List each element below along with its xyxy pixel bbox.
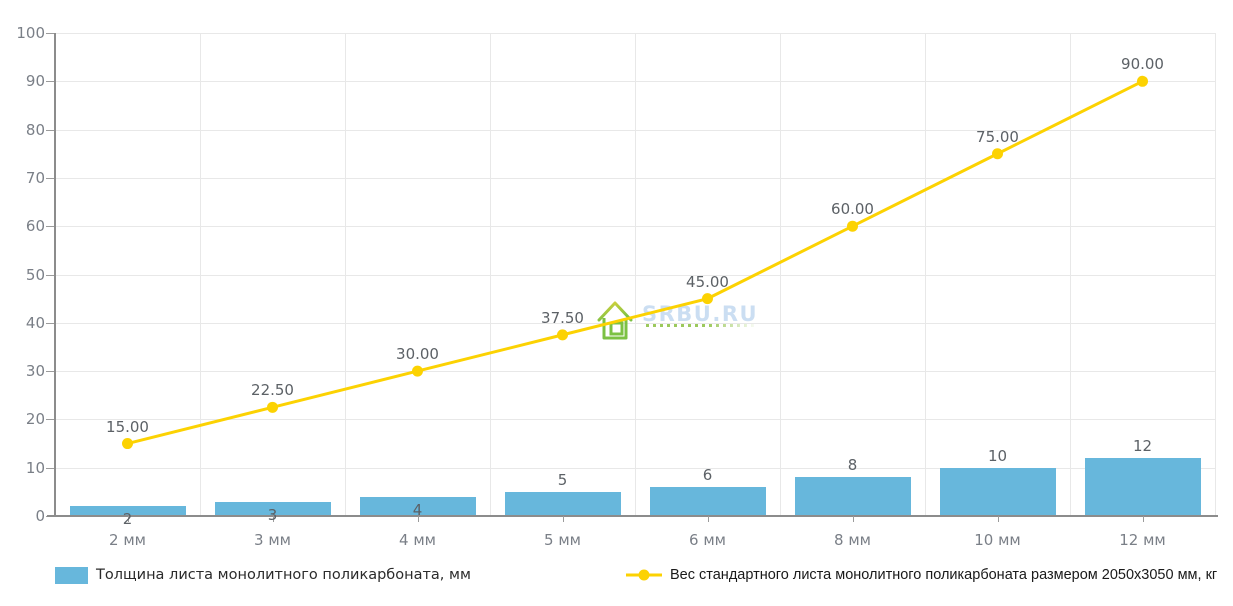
- bar-series-swatch-icon: [55, 566, 88, 584]
- x-axis-tick: [272, 516, 274, 522]
- legend-item-weight[interactable]: Вес стандартного листа монолитного полик…: [626, 565, 1217, 585]
- bar-value-label: 8: [847, 456, 858, 475]
- x-axis-label: 3 мм: [254, 531, 291, 549]
- legend-label-thickness: Толщина листа монолитного поликарбоната,…: [96, 567, 471, 583]
- line-value-label: 75.00: [976, 127, 1019, 146]
- bar-value-label: 5: [557, 470, 568, 489]
- x-axis-tick: [1142, 516, 1144, 522]
- line-point[interactable]: [702, 293, 713, 305]
- vertical-gridline: [1070, 33, 1071, 516]
- legend-label-weight: Вес стандартного листа монолитного полик…: [670, 567, 1218, 583]
- watermark-dotted-line: [646, 324, 758, 327]
- x-axis-label: 8 мм: [834, 531, 871, 549]
- x-axis-tick: [707, 516, 709, 522]
- y-axis-tick: [46, 419, 54, 421]
- bar-value-label: 12: [1132, 437, 1153, 456]
- x-axis-tick: [997, 516, 999, 522]
- x-axis-label: 12 мм: [1119, 531, 1166, 549]
- bar-value-label: 6: [702, 466, 713, 485]
- vertical-gridline: [345, 33, 346, 516]
- vertical-gridline: [780, 33, 781, 516]
- bar[interactable]: [1084, 458, 1201, 516]
- bar-value-label: 10: [987, 446, 1008, 465]
- bar[interactable]: [794, 477, 911, 516]
- bar[interactable]: [939, 467, 1056, 516]
- line-value-label: 30.00: [396, 345, 439, 364]
- vertical-gridline: [1215, 33, 1216, 516]
- legend-item-thickness[interactable]: Толщина листа монолитного поликарбоната,…: [55, 565, 471, 585]
- y-axis-label: 40: [25, 313, 45, 332]
- y-axis-line: [54, 33, 56, 516]
- line-point[interactable]: [1137, 75, 1148, 87]
- y-axis-tick: [46, 129, 54, 131]
- bar-value-label: 3: [267, 505, 278, 524]
- line-value-label: 22.50: [251, 381, 294, 400]
- line-value-label: 37.50: [541, 308, 584, 327]
- y-axis-label: 90: [25, 72, 45, 91]
- y-axis-tick: [46, 274, 54, 276]
- y-axis-tick: [46, 322, 54, 324]
- y-axis-label: 0: [35, 507, 45, 525]
- y-axis-label: 20: [25, 410, 45, 429]
- y-axis-label: 10: [25, 458, 45, 477]
- line-path: [127, 79, 1144, 446]
- bar-value-label: 4: [412, 500, 423, 519]
- bar-value-label: 2: [122, 510, 133, 529]
- line-point[interactable]: [267, 401, 278, 413]
- x-axis-label: 5 мм: [544, 531, 581, 549]
- bar[interactable]: [649, 487, 766, 516]
- line-value-label: 45.00: [686, 272, 729, 291]
- x-axis-label: 4 мм: [399, 531, 436, 549]
- line-point[interactable]: [122, 438, 133, 450]
- watermark-text: SRBU.RU: [642, 302, 759, 326]
- bar[interactable]: [504, 491, 621, 516]
- vertical-gridline: [635, 33, 636, 516]
- vertical-gridline: [200, 33, 201, 516]
- y-axis-tick: [46, 226, 54, 228]
- x-axis-label: 6 мм: [689, 531, 726, 549]
- line-value-label: 15.00: [106, 417, 149, 436]
- x-axis-tick: [417, 516, 419, 522]
- y-axis-label: 70: [25, 168, 45, 187]
- line-point[interactable]: [992, 148, 1003, 160]
- bar[interactable]: [214, 501, 331, 516]
- x-axis-tick: [562, 516, 564, 522]
- y-axis-label: 60: [25, 217, 45, 236]
- y-axis-tick: [46, 81, 54, 83]
- line-point[interactable]: [557, 329, 568, 341]
- line-point[interactable]: [412, 365, 423, 377]
- x-axis-label: 10 мм: [974, 531, 1021, 549]
- x-axis-tick: [852, 516, 854, 522]
- line-value-label: 60.00: [831, 200, 874, 219]
- y-axis-tick: [46, 33, 54, 34]
- line-series-marker-icon: [626, 569, 662, 581]
- x-axis-line: [47, 515, 1218, 517]
- vertical-gridline: [925, 33, 926, 516]
- y-axis-label: 30: [25, 362, 45, 381]
- house-icon: [597, 301, 633, 340]
- y-axis-tick: [46, 467, 54, 469]
- vertical-gridline: [490, 33, 491, 516]
- y-axis-tick: [46, 371, 54, 373]
- line-value-label: 90.00: [1121, 55, 1164, 74]
- y-axis-label: 50: [25, 265, 45, 284]
- line-point[interactable]: [847, 220, 858, 232]
- y-axis-tick: [46, 177, 54, 179]
- line-series: [122, 75, 1148, 450]
- y-axis-label: 80: [25, 120, 45, 139]
- x-axis-label: 2 мм: [109, 531, 146, 549]
- bar[interactable]: [359, 496, 476, 516]
- y-axis-label: 100: [16, 24, 45, 42]
- bar[interactable]: [69, 506, 186, 516]
- x-axis-tick: [127, 516, 129, 522]
